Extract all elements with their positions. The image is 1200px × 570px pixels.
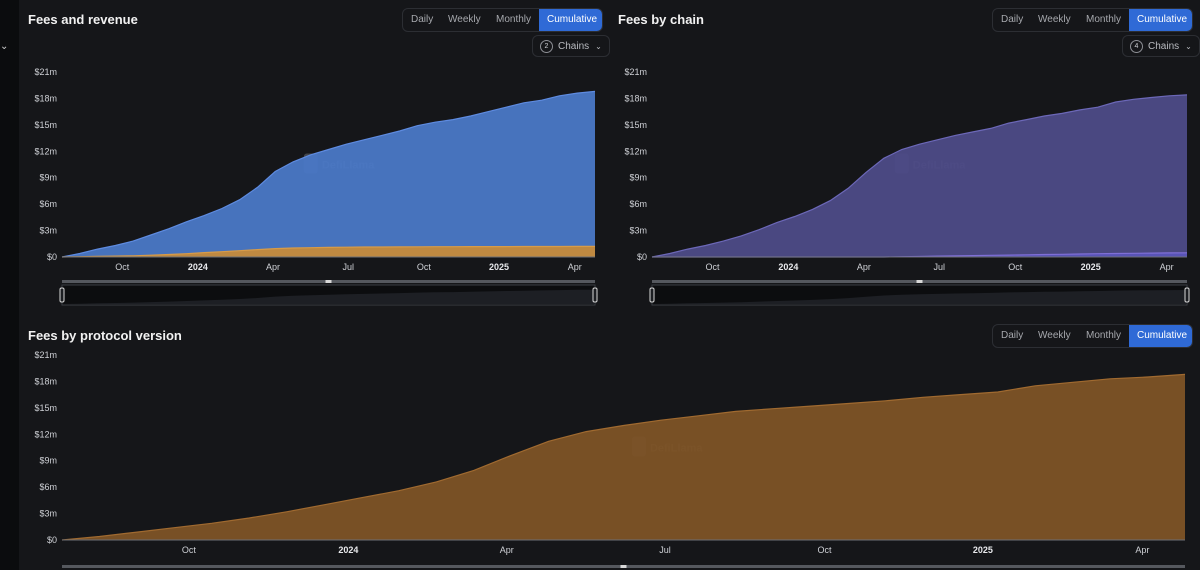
content-area: Fees and revenue Daily Weekly Monthly Cu…	[19, 0, 1200, 570]
x-tick-label: 2025	[489, 262, 509, 272]
fees-revenue-chart: $0$3m$6m$9m$12m$15m$18m$21mDefiLlamaOct2…	[34, 67, 598, 306]
fees-protocol-daily-button[interactable]: Daily	[1001, 330, 1024, 341]
slider-right-handle[interactable]	[1184, 287, 1190, 303]
fees-chain-daily-button[interactable]: Daily	[1001, 14, 1024, 25]
y-tick-label: $9m	[629, 173, 647, 183]
y-tick-label: $15m	[34, 120, 57, 130]
y-tick-label: $3m	[629, 226, 647, 236]
fees-protocol-title: Fees by protocol version	[28, 328, 182, 343]
x-tick-label: 2024	[778, 262, 798, 272]
fees-chain-interval-toggle: Daily Weekly Monthly Cumulative	[992, 8, 1193, 32]
slider-grip-icon[interactable]	[916, 280, 923, 283]
slider-left-handle[interactable]	[649, 287, 655, 303]
chain-a-line	[651, 94, 1188, 258]
revenue-line	[61, 245, 595, 258]
fees-revenue-weekly-button[interactable]: Weekly	[448, 14, 481, 25]
y-tick-label: $12m	[34, 429, 57, 439]
fees-revenue-cumulative-button[interactable]: Cumulative	[539, 9, 602, 31]
x-tick-label: 2024	[338, 545, 358, 555]
y-tick-label: $18m	[34, 93, 57, 103]
y-tick-label: $9m	[39, 173, 57, 183]
fees-revenue-monthly-button[interactable]: Monthly	[496, 14, 532, 25]
fees-chain-weekly-button[interactable]: Weekly	[1038, 14, 1071, 25]
x-tick-label: Oct	[705, 262, 720, 272]
slider-left-handle[interactable]	[59, 287, 65, 303]
y-tick-label: $21m	[34, 67, 57, 77]
fees-revenue-title: Fees and revenue	[28, 12, 138, 27]
y-tick-label: $3m	[39, 226, 57, 236]
x-tick-label: Oct	[818, 545, 833, 555]
x-tick-label: Apr	[500, 545, 514, 555]
slider-right-handle[interactable]	[592, 287, 598, 303]
chains-count-badge: 4	[1130, 39, 1143, 53]
y-tick-label: $6m	[629, 199, 647, 209]
chain-a-area	[652, 94, 1187, 258]
y-tick-label: $6m	[39, 482, 57, 492]
protocol-version-line	[61, 373, 1186, 541]
y-tick-label: $12m	[624, 146, 647, 156]
y-tick-label: $0	[47, 535, 57, 545]
fees-protocol-weekly-button[interactable]: Weekly	[1038, 330, 1071, 341]
y-tick-label: $21m	[34, 350, 57, 360]
slider-grip-icon[interactable]	[620, 565, 627, 568]
fees-protocol-chart: $0$3m$6m$9m$12m$15m$18m$21mDefiLlamaOct2…	[34, 350, 1186, 568]
fees-chain-cumulative-button[interactable]: Cumulative	[1129, 9, 1192, 31]
fees-chain-title: Fees by chain	[618, 12, 704, 27]
x-tick-label: Apr	[568, 262, 582, 272]
x-tick-label: 2025	[1081, 262, 1101, 272]
x-tick-label: Oct	[1008, 262, 1023, 272]
range-slider[interactable]	[62, 565, 1185, 568]
slider-preview-area	[652, 290, 1187, 304]
x-tick-label: Jul	[659, 545, 671, 555]
protocol-version-area	[62, 374, 1185, 540]
y-tick-label: $15m	[624, 120, 647, 130]
y-tick-label: $18m	[34, 376, 57, 386]
x-tick-label: Apr	[857, 262, 871, 272]
fees-revenue-chains-dropdown[interactable]: 2 Chains ⌄	[532, 35, 610, 57]
y-tick-label: $3m	[39, 509, 57, 519]
chevron-down-icon: ⌄	[595, 41, 602, 51]
y-tick-label: $15m	[34, 403, 57, 413]
x-tick-label: Oct	[182, 545, 197, 555]
y-tick-label: $6m	[39, 199, 57, 209]
y-tick-label: $12m	[34, 146, 57, 156]
chevron-down-icon[interactable]: ⌄	[0, 41, 9, 52]
y-tick-label: $21m	[624, 67, 647, 77]
fees-chain-chains-dropdown[interactable]: 4 Chains ⌄	[1122, 35, 1200, 57]
x-tick-label: Oct	[115, 262, 130, 272]
fees-protocol-interval-toggle: Daily Weekly Monthly Cumulative	[992, 324, 1193, 348]
slider-preview-area	[62, 289, 595, 304]
fees-revenue-interval-toggle: Daily Weekly Monthly Cumulative	[402, 8, 603, 32]
fees-chain-chart: $0$3m$6m$9m$12m$15m$18m$21mDefiLlamaOct2…	[624, 67, 1190, 306]
x-tick-label: Jul	[342, 262, 354, 272]
x-tick-label: Apr	[1160, 262, 1174, 272]
x-tick-label: Jul	[934, 262, 946, 272]
chains-label: Chains	[1148, 40, 1180, 52]
total-fees-area	[62, 91, 595, 258]
y-tick-label: $0	[47, 252, 57, 262]
chain-b-area	[652, 252, 1187, 257]
y-tick-label: $18m	[624, 93, 647, 103]
range-slider[interactable]	[649, 280, 1190, 306]
x-tick-label: Apr	[1135, 545, 1149, 555]
fees-protocol-cumulative-button[interactable]: Cumulative	[1129, 325, 1192, 347]
x-tick-label: 2024	[188, 262, 208, 272]
fees-protocol-monthly-button[interactable]: Monthly	[1086, 330, 1122, 341]
fees-revenue-daily-button[interactable]: Daily	[411, 14, 434, 25]
fees-chain-monthly-button[interactable]: Monthly	[1086, 14, 1122, 25]
y-tick-label: $0	[637, 252, 647, 262]
range-slider[interactable]	[59, 280, 598, 306]
left-rail: ⌄	[0, 0, 19, 570]
chains-label: Chains	[558, 40, 590, 52]
x-tick-label: Oct	[417, 262, 432, 272]
slider-grip-icon[interactable]	[325, 280, 332, 283]
chevron-down-icon: ⌄	[1185, 41, 1192, 51]
y-tick-label: $9m	[39, 456, 57, 466]
revenue-area	[62, 246, 595, 257]
x-tick-label: Apr	[266, 262, 280, 272]
total-fees-line	[61, 90, 596, 258]
chains-count-badge: 2	[540, 39, 553, 53]
x-tick-label: 2025	[973, 545, 993, 555]
